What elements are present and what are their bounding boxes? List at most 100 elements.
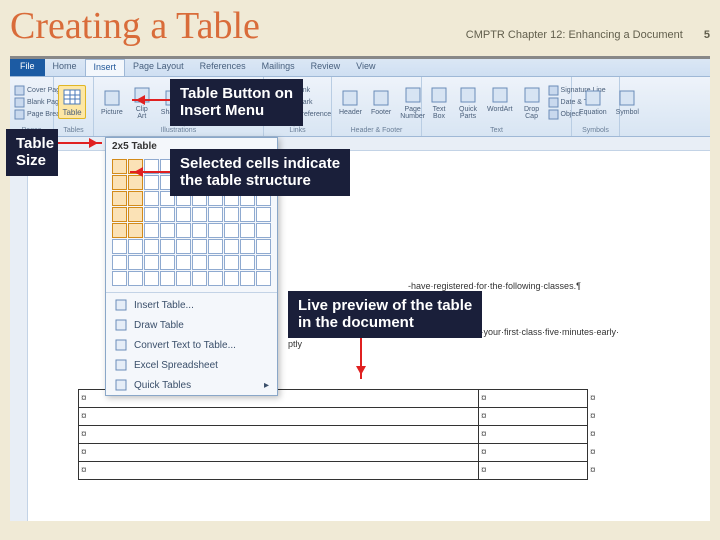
sym-icon [617, 88, 637, 108]
grid-cell[interactable] [128, 207, 143, 222]
grid-cell[interactable] [208, 239, 223, 254]
dd-item-icon [114, 358, 128, 372]
grid-cell[interactable] [176, 271, 191, 286]
live-table-cell: ¤ [588, 426, 698, 444]
grid-cell[interactable] [240, 223, 255, 238]
callout-table-size: Table Size [6, 129, 58, 176]
grid-cell[interactable] [128, 191, 143, 206]
grid-cell[interactable] [224, 207, 239, 222]
grid-cell[interactable] [192, 255, 207, 270]
grid-cell[interactable] [256, 223, 271, 238]
word-screenshot: File HomeInsertPage LayoutReferencesMail… [10, 56, 710, 518]
grid-cell[interactable] [208, 223, 223, 238]
page-number: 5 [704, 29, 710, 41]
grid-cell[interactable] [208, 271, 223, 286]
grid-cell[interactable] [160, 255, 175, 270]
live-table-cell: ¤ [79, 444, 479, 462]
sym-equation[interactable]: Equation [576, 87, 610, 117]
grid-cell[interactable] [128, 271, 143, 286]
tab-references[interactable]: References [192, 59, 254, 76]
file-tab[interactable]: File [10, 59, 45, 76]
grid-cell[interactable] [240, 239, 255, 254]
grid-cell[interactable] [192, 207, 207, 222]
grid-cell[interactable] [224, 239, 239, 254]
grid-cell[interactable] [144, 191, 159, 206]
grid-cell[interactable] [192, 271, 207, 286]
grid-cell[interactable] [160, 223, 175, 238]
live-table-cell: ¤ [79, 426, 479, 444]
grid-cell[interactable] [144, 239, 159, 254]
live-table-cell: ¤ [588, 462, 698, 480]
grid-cell[interactable] [224, 271, 239, 286]
doc-line-1: -have·registered·for·the·following·class… [408, 281, 710, 291]
tab-insert[interactable]: Insert [85, 59, 126, 76]
live-table-cell: ¤ [588, 408, 698, 426]
tab-page-layout[interactable]: Page Layout [125, 59, 192, 76]
grid-cell[interactable] [192, 223, 207, 238]
tab-mailings[interactable]: Mailings [254, 59, 303, 76]
group-tables-label: Tables [58, 127, 89, 134]
dd-item-quick-tables[interactable]: Quick Tables▸ [106, 375, 277, 395]
group-symbols-label: Symbols [576, 127, 615, 134]
table-button[interactable]: Table [58, 85, 86, 119]
grid-cell[interactable] [224, 223, 239, 238]
tab-review[interactable]: Review [303, 59, 349, 76]
text-drop-cap[interactable]: Drop Cap [519, 84, 545, 121]
grid-cell[interactable] [144, 255, 159, 270]
illus-picture[interactable]: Picture [98, 87, 126, 117]
grid-cell[interactable] [192, 239, 207, 254]
grid-cell[interactable] [128, 239, 143, 254]
grid-cell[interactable] [176, 207, 191, 222]
dd-item-insert-table-[interactable]: Insert Table... [106, 295, 277, 315]
text-text-box[interactable]: Text Box [426, 84, 452, 121]
grid-cell[interactable] [112, 191, 127, 206]
grid-cell[interactable] [256, 207, 271, 222]
hf-icon [371, 88, 391, 108]
hf-header[interactable]: Header [336, 87, 365, 117]
grid-cell[interactable] [128, 175, 143, 190]
grid-cell[interactable] [224, 255, 239, 270]
grid-cell[interactable] [208, 207, 223, 222]
grid-cell[interactable] [112, 271, 127, 286]
hf-footer[interactable]: Footer [368, 87, 394, 117]
grid-cell[interactable] [112, 239, 127, 254]
grid-cell[interactable] [144, 223, 159, 238]
grid-cell[interactable] [176, 223, 191, 238]
grid-cell[interactable] [112, 223, 127, 238]
grid-cell[interactable] [208, 255, 223, 270]
grid-cell[interactable] [240, 271, 255, 286]
grid-cell[interactable] [144, 271, 159, 286]
grid-cell[interactable] [240, 255, 255, 270]
grid-cell[interactable] [128, 255, 143, 270]
text-wordart[interactable]: WordArt [484, 84, 516, 121]
grid-cell[interactable] [176, 255, 191, 270]
live-table-cell: ¤ [79, 462, 479, 480]
grid-cell[interactable] [144, 207, 159, 222]
group-links-label: Links [268, 127, 327, 134]
grid-cell[interactable] [112, 207, 127, 222]
dd-item-excel-spreadsheet[interactable]: Excel Spreadsheet [106, 355, 277, 375]
grid-cell[interactable] [112, 175, 127, 190]
grid-cell[interactable] [256, 271, 271, 286]
tab-home[interactable]: Home [45, 59, 85, 76]
grid-cell[interactable] [112, 159, 127, 174]
grid-cell[interactable] [256, 255, 271, 270]
grid-cell[interactable] [240, 207, 255, 222]
grid-cell[interactable] [144, 175, 159, 190]
grid-cell[interactable] [112, 255, 127, 270]
grid-cell[interactable] [176, 239, 191, 254]
grid-cell[interactable] [160, 207, 175, 222]
dd-item-convert-text-to-table-[interactable]: Convert Text to Table... [106, 335, 277, 355]
hf-icon [340, 88, 360, 108]
dd-item-draw-table[interactable]: Draw Table [106, 315, 277, 335]
sym-symbol[interactable]: Symbol [613, 87, 642, 117]
group-illustrations-label: Illustrations [98, 127, 259, 134]
grid-cell[interactable] [128, 223, 143, 238]
text-quick-parts[interactable]: Quick Parts [455, 84, 481, 121]
grid-cell[interactable] [256, 239, 271, 254]
tab-view[interactable]: View [348, 59, 383, 76]
ribbon: Cover PageBlank PagePage Break Pages Tab… [10, 77, 710, 137]
hf-icon [403, 85, 423, 105]
grid-cell[interactable] [160, 239, 175, 254]
grid-cell[interactable] [160, 271, 175, 286]
